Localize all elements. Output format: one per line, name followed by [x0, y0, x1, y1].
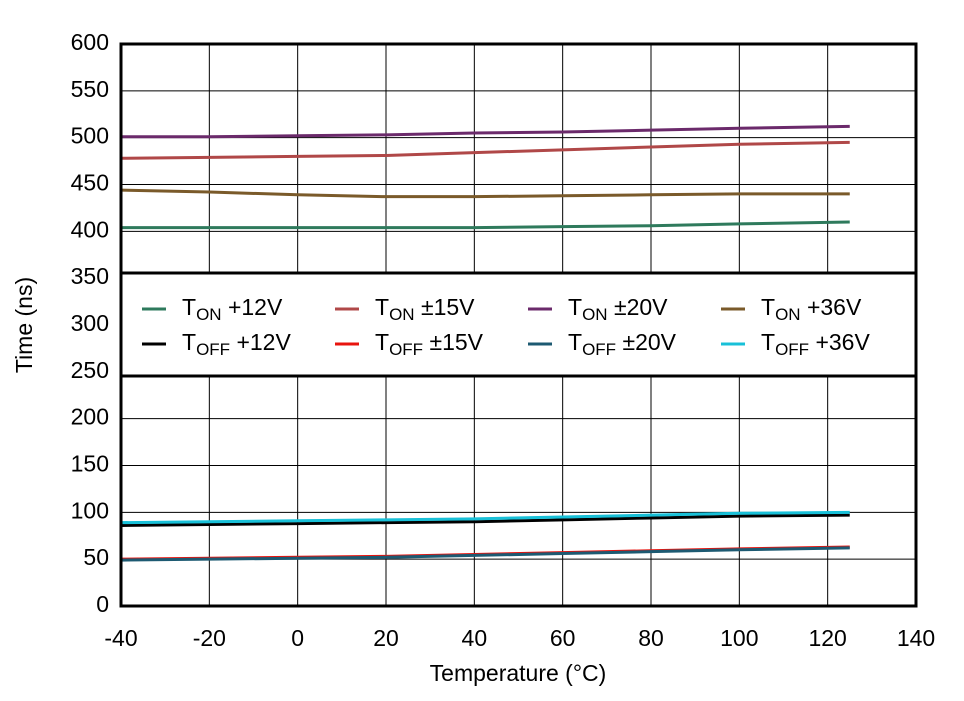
y-tick-label: 250: [71, 357, 109, 383]
y-tick-label: 200: [71, 404, 109, 430]
legend-box: [119, 271, 918, 378]
legend-label: TOFF ±15V: [375, 329, 484, 359]
y-tick-label: 550: [71, 76, 109, 102]
y-tick-label: 50: [83, 544, 109, 570]
x-tick-label: 20: [373, 625, 399, 651]
x-axis-label: Temperature (°C): [430, 660, 607, 686]
series-line: [120, 513, 850, 527]
x-tick-label: -20: [193, 625, 226, 651]
x-tick-label: 140: [897, 625, 935, 651]
y-tick-label: 300: [71, 310, 109, 336]
legend-label: TOFF +12V: [182, 329, 291, 359]
y-tick-label: 600: [71, 29, 109, 55]
y-axis-label: Time (ns): [11, 277, 37, 373]
series-line: [120, 140, 850, 160]
series-line: [121, 124, 850, 139]
y-tick-label: 350: [71, 263, 109, 289]
y-tick-label: 150: [71, 451, 109, 477]
x-tick-label: 60: [550, 625, 576, 651]
y-tick-label: 500: [71, 123, 109, 149]
x-tick-label: 40: [462, 625, 488, 651]
x-tick-label: 120: [808, 625, 846, 651]
y-tick-label: 400: [71, 216, 109, 242]
legend-label: TOFF ±20V: [568, 329, 677, 359]
legend-label: TON +36V: [761, 294, 862, 324]
x-tick-label: -40: [104, 625, 137, 651]
y-tick-label: 100: [71, 497, 109, 523]
legend-label: TON ±15V: [375, 294, 475, 324]
series-line: [120, 188, 850, 199]
x-tick-label: 80: [638, 625, 664, 651]
x-tick-label: 100: [720, 625, 758, 651]
y-tick-label: 450: [71, 170, 109, 196]
y-tick-label: 0: [96, 591, 109, 617]
x-tick-label: 0: [291, 625, 304, 651]
series-line: [121, 220, 850, 230]
legend-label: TOFF +36V: [761, 329, 870, 359]
series-line: [120, 546, 850, 562]
series-line: [120, 510, 850, 525]
legend-label: TON +12V: [182, 294, 283, 324]
legend-label: TON ±20V: [568, 294, 668, 324]
